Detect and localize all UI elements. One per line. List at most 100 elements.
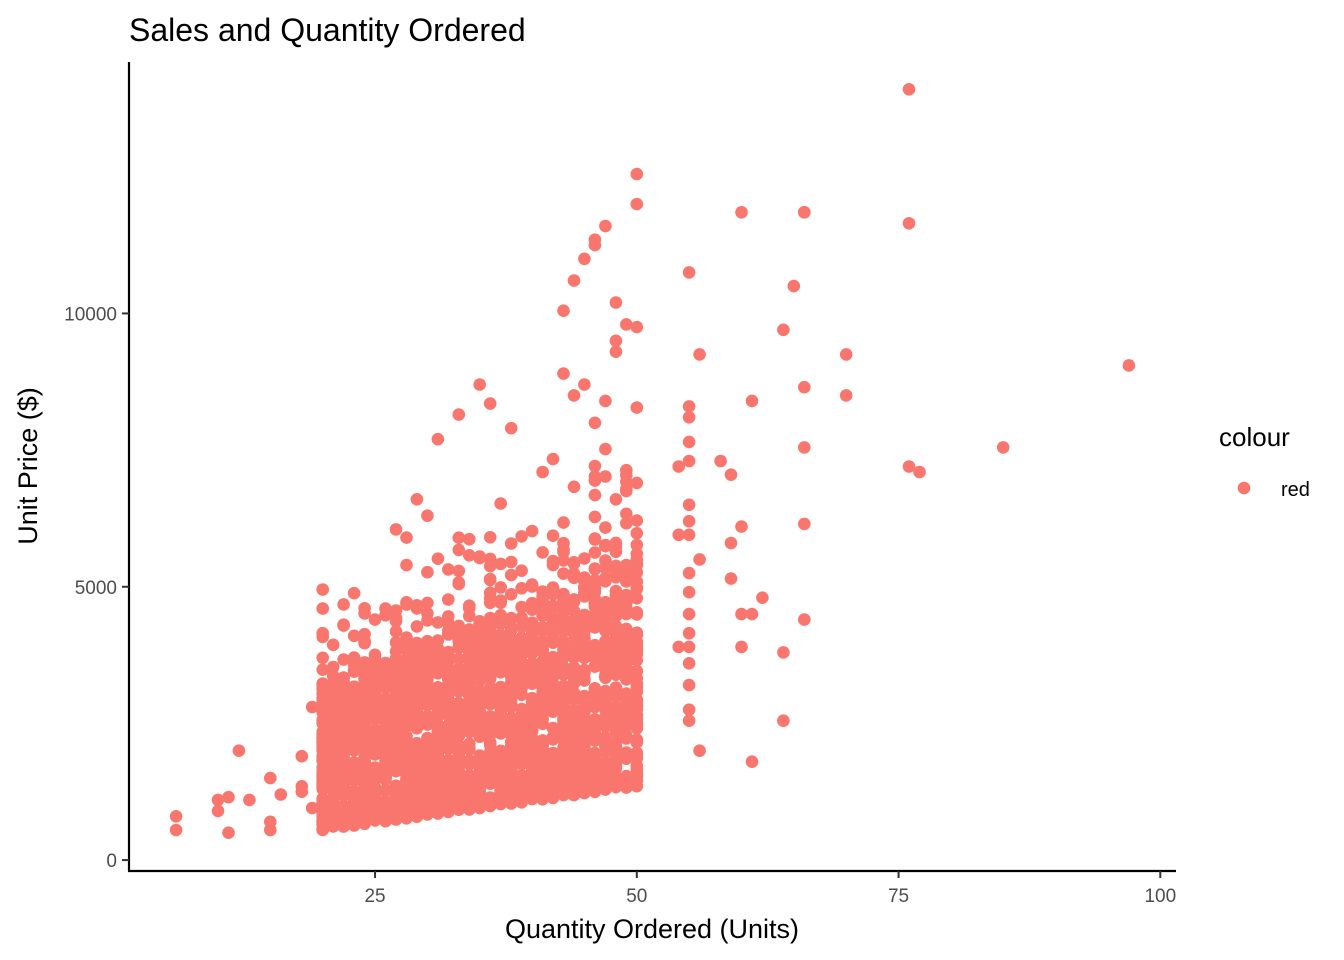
data-point <box>494 688 508 702</box>
data-point <box>682 678 696 692</box>
data-point <box>463 599 476 612</box>
data-point <box>337 675 350 688</box>
data-point <box>368 748 382 761</box>
data-point <box>525 782 539 796</box>
data-point <box>379 676 392 689</box>
data-point <box>588 562 602 575</box>
data-point <box>567 627 581 640</box>
data-point <box>536 465 549 479</box>
data-point <box>599 219 612 233</box>
data-point <box>588 700 602 714</box>
data-point <box>494 594 508 607</box>
data-point <box>682 703 696 716</box>
data-point <box>567 677 581 690</box>
data-point <box>347 810 361 823</box>
data-point <box>389 760 403 773</box>
data-point <box>515 620 528 634</box>
data-point <box>473 691 487 704</box>
data-point <box>536 546 549 559</box>
data-point <box>483 777 497 790</box>
data-point <box>682 714 696 727</box>
data-point <box>337 653 350 666</box>
data-point <box>609 711 623 725</box>
data-point <box>494 614 508 627</box>
data-point <box>693 744 706 757</box>
data-point <box>410 772 424 785</box>
data-point <box>463 800 476 814</box>
x-axis-title: Quantity Ordered (Units) <box>505 914 799 944</box>
data-point <box>358 816 371 829</box>
data-point <box>400 666 413 680</box>
data-point <box>305 801 319 815</box>
data-point <box>400 634 413 647</box>
data-point <box>264 823 277 837</box>
data-point <box>379 656 392 670</box>
data-point <box>504 796 518 810</box>
data-point <box>620 569 633 583</box>
data-point <box>546 529 560 542</box>
data-point <box>463 776 476 790</box>
data-point <box>326 660 340 674</box>
data-point <box>546 599 560 613</box>
data-point <box>546 730 560 744</box>
data-point <box>578 734 591 748</box>
data-point <box>504 637 518 650</box>
data-point <box>316 749 330 763</box>
data-point <box>609 345 623 359</box>
data-point <box>567 744 581 757</box>
data-point <box>410 647 424 661</box>
data-point <box>557 536 570 550</box>
data-point <box>682 585 696 599</box>
data-point <box>431 759 445 772</box>
data-point <box>913 465 926 479</box>
data-point <box>620 507 633 521</box>
data-point <box>578 588 591 602</box>
data-point <box>557 705 570 718</box>
data-point <box>630 736 644 749</box>
data-point <box>525 695 539 709</box>
data-point <box>463 646 476 659</box>
data-point <box>316 717 330 730</box>
data-point <box>389 735 403 748</box>
data-point <box>609 655 623 669</box>
data-point <box>557 741 570 755</box>
data-point <box>536 609 549 623</box>
data-point <box>609 334 623 348</box>
data-point <box>536 679 549 693</box>
data-point <box>567 661 581 675</box>
data-point <box>442 654 455 668</box>
data-point <box>358 754 371 767</box>
data-point <box>630 526 644 540</box>
data-point <box>620 484 633 498</box>
data-point <box>316 782 330 796</box>
data-point <box>442 617 455 630</box>
data-point <box>525 524 539 538</box>
legend-entry-label: red <box>1281 479 1310 501</box>
data-point <box>368 663 382 677</box>
data-point <box>567 693 581 706</box>
data-point <box>567 730 581 744</box>
data-point <box>525 792 539 806</box>
legend: colour red <box>1219 422 1310 501</box>
data-point <box>442 593 455 606</box>
data-point <box>504 621 518 634</box>
data-point <box>609 545 623 559</box>
data-point <box>672 640 685 654</box>
data-point <box>620 672 633 685</box>
data-point <box>630 638 644 652</box>
data-point <box>682 607 696 621</box>
data-point <box>693 348 706 361</box>
data-point <box>400 744 413 757</box>
data-point <box>169 823 183 837</box>
data-point <box>410 620 424 633</box>
data-point <box>620 687 633 700</box>
data-point <box>473 647 487 661</box>
data-point <box>599 714 612 727</box>
data-point <box>483 573 497 587</box>
data-point <box>452 746 466 759</box>
data-point <box>609 778 623 791</box>
data-point <box>494 744 508 758</box>
data-point <box>599 394 612 408</box>
data-point <box>599 539 612 553</box>
data-point <box>379 810 392 823</box>
